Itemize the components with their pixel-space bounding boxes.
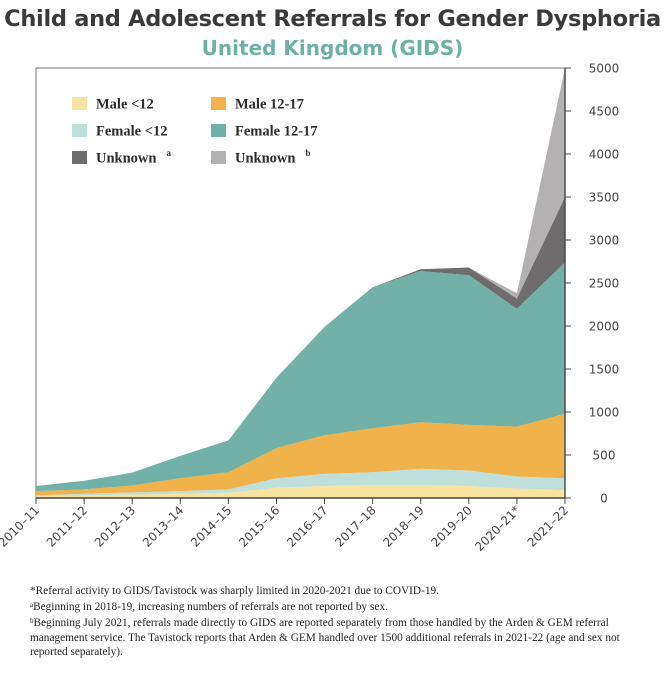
chart-title: Child and Adolescent Referrals for Gende… bbox=[4, 6, 661, 32]
footnotes: *Referral activity to GIDS/Tavistock was… bbox=[30, 584, 630, 659]
y-tick-label: 2500 bbox=[589, 277, 620, 291]
x-tick-label: 2014–15 bbox=[188, 503, 235, 550]
y-tick-label: 3000 bbox=[589, 234, 620, 248]
y-tick-label: 0 bbox=[600, 492, 608, 506]
area-male-12-17 bbox=[36, 413, 565, 496]
legend-superscript: a bbox=[166, 148, 171, 158]
note-covid: *Referral activity to GIDS/Tavistock was… bbox=[30, 585, 439, 597]
note-b-text: Beginning July 2021, referrals made dire… bbox=[30, 617, 620, 658]
x-tick-label: 2012–13 bbox=[92, 503, 139, 550]
x-tick-label: 2010–11 bbox=[0, 503, 42, 550]
x-tick-label: 2011–12 bbox=[44, 503, 91, 550]
x-tick-label: 2021–22 bbox=[525, 503, 572, 550]
note-b-mark: b bbox=[30, 617, 34, 626]
y-tick-label: 3500 bbox=[589, 191, 620, 205]
legend-swatch bbox=[211, 97, 226, 110]
area-female-12 bbox=[36, 468, 565, 497]
chart-area: 0 500 1000 1500 2000 2500 3000 3500 4000 4500 5000… bbox=[0, 62, 620, 555]
legend-label: Female <12 bbox=[96, 124, 167, 140]
legend-swatch bbox=[72, 151, 87, 164]
area-female-12-17 bbox=[36, 262, 565, 492]
legend-label: Unknown bbox=[235, 151, 295, 167]
legend-swatch bbox=[211, 124, 226, 137]
y-tick-label: 5000 bbox=[589, 62, 620, 76]
legend-swatch bbox=[72, 124, 87, 137]
note-a-mark: a bbox=[30, 601, 34, 610]
x-tick-label: 2017–18 bbox=[332, 503, 379, 550]
chart-subtitle: United Kingdom (GIDS) bbox=[201, 36, 464, 60]
y-tick-label: 1500 bbox=[589, 363, 620, 377]
x-tick-label: 2013–14 bbox=[140, 503, 187, 550]
legend-swatch bbox=[211, 151, 226, 164]
y-tick-label: 4500 bbox=[589, 105, 620, 119]
x-tick-label: 2015–16 bbox=[236, 503, 283, 550]
y-tick-label: 1000 bbox=[589, 406, 620, 420]
note-b: bBeginning July 2021, referrals made dir… bbox=[30, 614, 630, 659]
y-tick-label: 500 bbox=[593, 449, 616, 463]
area-unknown-a bbox=[36, 197, 565, 486]
legend-label: Unknown bbox=[96, 151, 156, 167]
x-tick-label: 2020–21* bbox=[472, 503, 523, 554]
y-tick-label: 4000 bbox=[589, 148, 620, 162]
legend-label: Female 12-17 bbox=[235, 124, 318, 140]
note-a-text: Beginning in 2018-19, increasing numbers… bbox=[33, 601, 388, 614]
x-tick-label: 2018–19 bbox=[380, 503, 427, 550]
y-tick-label: 2000 bbox=[589, 320, 620, 334]
legend-superscript: b bbox=[305, 148, 310, 158]
x-tick-label: 2019–20 bbox=[428, 503, 475, 550]
note-a: aBeginning in 2018-19, increasing number… bbox=[30, 598, 630, 614]
legend-label: Male 12-17 bbox=[235, 97, 304, 113]
area-male-12 bbox=[36, 485, 565, 498]
x-tick-label: 2016–17 bbox=[284, 503, 331, 550]
legend-label: Male <12 bbox=[96, 97, 154, 113]
legend-swatch bbox=[72, 97, 87, 110]
